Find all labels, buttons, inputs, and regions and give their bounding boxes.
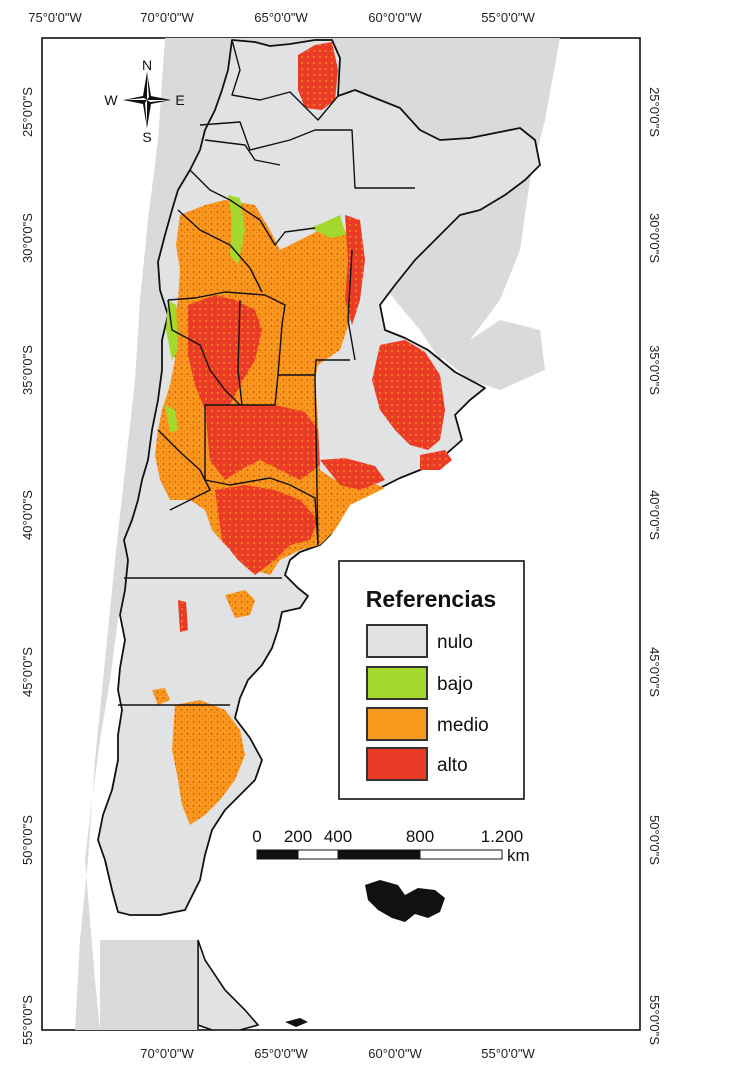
legend-swatch-alto xyxy=(366,747,428,781)
scale-label: 1.200 xyxy=(481,827,524,846)
bottom-tick-labels: 70°0'0"W 65°0'0"W 60°0'0"W 55°0'0"W xyxy=(140,1046,535,1061)
legend-item: medio xyxy=(366,707,489,741)
legend-swatch-nulo xyxy=(366,624,428,658)
zone-bsas-alto xyxy=(372,340,445,450)
left-tick-label: 50°0'0"S xyxy=(20,815,35,865)
zone-center-alto xyxy=(188,295,262,420)
right-tick-labels: 25°0'0"S 30°0'0"S 35°0'0"S 40°0'0"S 45°0… xyxy=(647,87,662,1045)
left-tick-label: 55°0'0"S xyxy=(20,995,35,1045)
scale-label: 400 xyxy=(324,827,352,846)
legend-item: bajo xyxy=(366,666,473,700)
zone-south-alto xyxy=(215,485,318,575)
zone-bajo-2 xyxy=(310,215,346,238)
top-tick-label: 70°0'0"W xyxy=(140,10,194,25)
legend-label: alto xyxy=(437,755,468,776)
legend-item: alto xyxy=(366,747,468,781)
zone-coast-alto xyxy=(420,450,452,470)
scale-label: 0 xyxy=(252,827,261,846)
malvinas-islands xyxy=(365,880,445,922)
left-tick-label: 25°0'0"S xyxy=(20,87,35,137)
scale-label: 800 xyxy=(406,827,434,846)
legend-title: Referencias xyxy=(366,586,496,612)
top-tick-label: 60°0'0"W xyxy=(368,10,422,25)
right-tick-label: 45°0'0"S xyxy=(647,647,662,697)
top-tick-labels: 75°0'0"W 70°0'0"W 65°0'0"W 60°0'0"W 55°0… xyxy=(28,10,535,25)
small-island xyxy=(285,1018,308,1027)
legend-item: nulo xyxy=(366,624,473,658)
zone-north-alto xyxy=(298,42,338,110)
tierra-del-fuego xyxy=(197,939,260,1030)
compass-rose: N S E W xyxy=(104,57,184,145)
top-tick-label: 55°0'0"W xyxy=(481,10,535,25)
left-tick-labels: 25°0'0"S 30°0'0"S 35°0'0"S 40°0'0"S 45°0… xyxy=(20,87,35,1045)
zone-patagonia-medio xyxy=(172,700,245,825)
left-tick-label: 40°0'0"S xyxy=(20,490,35,540)
left-tick-label: 30°0'0"S xyxy=(20,213,35,263)
left-tick-label: 35°0'0"S xyxy=(20,345,35,395)
legend-label: medio xyxy=(437,715,489,736)
legend-box: Referencias nulo bajo medio alto xyxy=(338,560,525,800)
zone-chubut-small-2 xyxy=(152,688,170,705)
uruguay-land xyxy=(420,320,545,390)
zone-southbsas-alto xyxy=(320,458,385,490)
legend-label: nulo xyxy=(437,632,473,653)
right-tick-label: 30°0'0"S xyxy=(647,213,662,263)
bottom-tick-label: 70°0'0"W xyxy=(140,1046,194,1061)
zone-chubut-small-1 xyxy=(225,590,255,618)
top-tick-label: 75°0'0"W xyxy=(28,10,82,25)
tdf-chile-part xyxy=(100,940,198,1030)
top-tick-label: 65°0'0"W xyxy=(254,10,308,25)
right-tick-label: 25°0'0"S xyxy=(647,87,662,137)
compass-star-icon xyxy=(123,72,171,128)
province-borders xyxy=(111,39,415,1030)
zone-bajo-4 xyxy=(165,405,178,432)
right-tick-label: 55°0'0"S xyxy=(647,995,662,1045)
zone-east-alto xyxy=(345,215,365,325)
right-tick-label: 40°0'0"S xyxy=(647,490,662,540)
compass-west: W xyxy=(104,92,118,108)
scale-label: 200 xyxy=(284,827,312,846)
compass-south: S xyxy=(142,129,151,145)
scale-bar: 0 200 400 800 1.200 km xyxy=(252,827,529,865)
legend-swatch-medio xyxy=(366,707,428,741)
legend-swatch-bajo xyxy=(366,666,428,700)
bottom-tick-label: 65°0'0"W xyxy=(254,1046,308,1061)
scale-unit: km xyxy=(507,846,530,865)
bottom-tick-label: 55°0'0"W xyxy=(481,1046,535,1061)
bottom-tick-label: 60°0'0"W xyxy=(368,1046,422,1061)
right-tick-label: 50°0'0"S xyxy=(647,815,662,865)
compass-north: N xyxy=(142,57,152,73)
left-tick-label: 45°0'0"S xyxy=(20,647,35,697)
zone-pampa-alto xyxy=(205,405,320,480)
right-tick-label: 35°0'0"S xyxy=(647,345,662,395)
zone-chubut-small-3 xyxy=(178,600,188,632)
legend-label: bajo xyxy=(437,674,473,695)
compass-east: E xyxy=(175,92,184,108)
